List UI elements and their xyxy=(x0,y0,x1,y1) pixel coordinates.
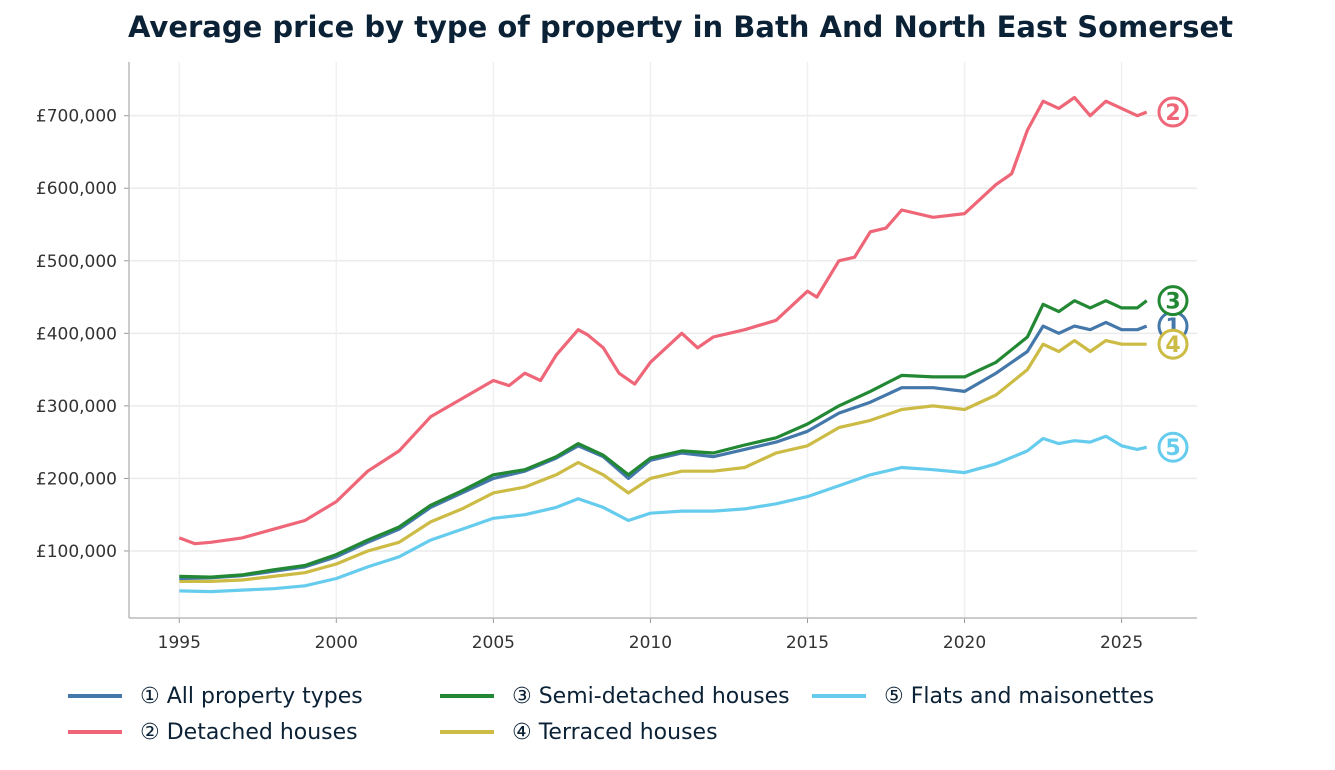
legend-label: ③ Semi-detached houses xyxy=(512,683,790,709)
x-tick-label: 2005 xyxy=(472,633,515,653)
end-marker-label-2: 2 xyxy=(1165,101,1180,126)
x-tick-label: 2000 xyxy=(315,633,358,653)
series-line-5 xyxy=(179,434,1148,594)
end-marker-circle-3 xyxy=(1157,285,1189,317)
x-tick-label: 2025 xyxy=(1100,633,1143,653)
x-tick-label: 2010 xyxy=(629,633,672,653)
legend-item-terraced: ④ Terraced houses xyxy=(440,716,812,748)
legend-label: ④ Terraced houses xyxy=(512,719,718,745)
series-line-4 xyxy=(179,339,1147,583)
y-tick-label: £300,000 xyxy=(36,397,117,417)
legend-label: ① All property types xyxy=(140,683,363,709)
legend-item-flats: ⑤ Flats and maisonettes xyxy=(812,680,1172,712)
legend-swatch xyxy=(812,694,866,698)
x-tick-label: 2015 xyxy=(786,633,829,653)
legend-swatch xyxy=(68,694,122,698)
legend-label: ⑤ Flats and maisonettes xyxy=(884,683,1155,709)
y-tick-label: £100,000 xyxy=(36,542,117,562)
legend-label: ② Detached houses xyxy=(140,719,358,745)
series-line-3 xyxy=(179,299,1148,579)
legend-item-detached: ② Detached houses xyxy=(68,716,440,748)
legend-swatch xyxy=(68,730,122,734)
legend-swatch xyxy=(440,730,494,734)
end-marker-label-5: 5 xyxy=(1165,436,1180,461)
legend: ① All property types ③ Semi-detached hou… xyxy=(68,680,1172,748)
end-marker-label-4: 4 xyxy=(1165,333,1180,358)
series-line-1 xyxy=(179,320,1148,581)
x-tick-label: 1995 xyxy=(158,633,201,653)
legend-item-semi: ③ Semi-detached houses xyxy=(440,680,812,712)
series-line-2 xyxy=(178,95,1148,546)
end-marker-circle-2 xyxy=(1157,96,1189,128)
end-marker-circle-4 xyxy=(1157,328,1189,360)
y-tick-label: £400,000 xyxy=(36,324,117,344)
y-tick-label: £600,000 xyxy=(36,179,117,199)
y-tick-label: £200,000 xyxy=(36,469,117,489)
y-tick-label: £700,000 xyxy=(36,107,117,127)
chart-title: Average price by type of property in Bat… xyxy=(128,10,1233,44)
x-tick-label: 2020 xyxy=(943,633,986,653)
end-marker-label-3: 3 xyxy=(1165,290,1180,315)
legend-item-all: ① All property types xyxy=(68,680,440,712)
legend-swatch xyxy=(440,694,494,698)
end-marker-circle-5 xyxy=(1157,431,1189,463)
y-tick-label: £500,000 xyxy=(36,252,117,272)
